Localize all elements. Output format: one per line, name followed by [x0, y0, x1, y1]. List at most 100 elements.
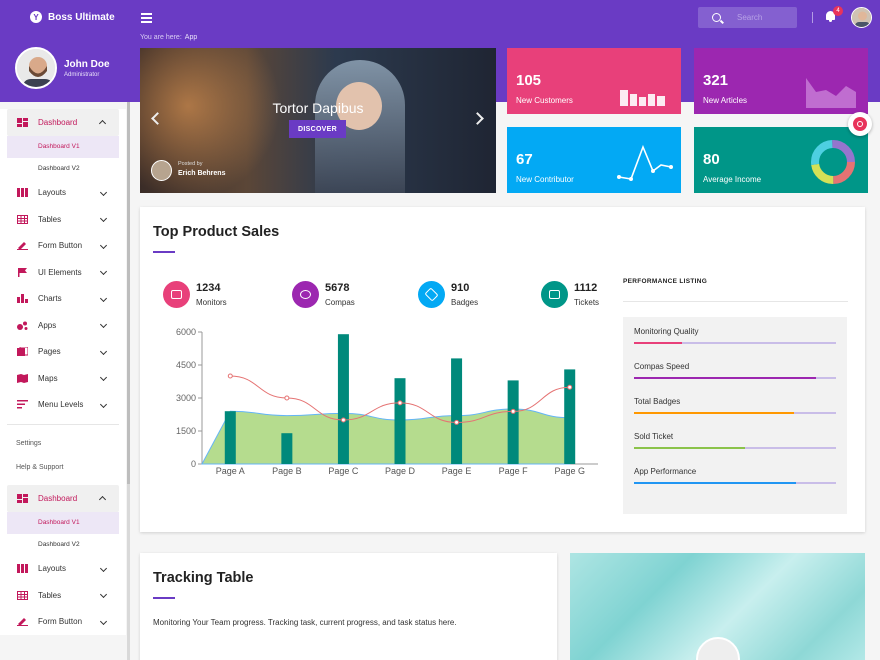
- scrollbar-thumb[interactable]: [127, 102, 130, 484]
- hero-title: Tortor Dapibus: [272, 100, 364, 116]
- sidebar-subitem[interactable]: Dashboard V1: [7, 511, 119, 534]
- sidebar-link-settings[interactable]: Settings: [16, 439, 42, 447]
- kpi-label: Compas: [325, 298, 355, 307]
- chevron-down-icon[interactable]: [99, 320, 108, 329]
- ticket-icon: [541, 281, 568, 308]
- brand-logo-icon: Y: [30, 11, 42, 23]
- bar: [564, 369, 576, 464]
- panel-title: Top Product Sales: [153, 224, 280, 240]
- performance-fill: [634, 482, 796, 484]
- line-point: [567, 384, 573, 390]
- stat-value: 321: [703, 72, 729, 89]
- sidebar-item[interactable]: UI Elements: [0, 259, 126, 286]
- performance-item: Compas Speed: [634, 362, 836, 379]
- chevron-down-icon[interactable]: [99, 564, 108, 572]
- chevron-down-icon[interactable]: [99, 294, 108, 302]
- chevron-down-icon[interactable]: [99, 373, 108, 382]
- performance-fill: [634, 342, 683, 344]
- discover-button[interactable]: DISCOVER: [289, 120, 346, 138]
- chevron-down-icon[interactable]: [99, 590, 108, 599]
- sidebar-item[interactable]: Form Button: [0, 233, 126, 260]
- sidebar-item[interactable]: Layouts: [0, 556, 126, 583]
- cover-avatar[interactable]: [696, 637, 740, 660]
- chevron-down-icon[interactable]: [99, 267, 108, 276]
- stat-card-average-income[interactable]: 80 Average Income: [694, 127, 868, 193]
- kpi-value: 5678: [325, 282, 350, 294]
- y-tick-label: 6000: [176, 327, 196, 337]
- stat-card-new-articles[interactable]: 321 New Articles: [694, 48, 868, 114]
- sidebar-subitem[interactable]: Dashboard V2: [38, 541, 80, 548]
- profile-cover-card: [570, 553, 865, 660]
- hero-carousel[interactable]: Tortor Dapibus DISCOVER Posted by Erich …: [140, 48, 496, 193]
- sidebar-item[interactable]: Pages: [0, 339, 126, 366]
- sidebar-item-label: Maps: [38, 373, 58, 383]
- layouts-icon: [17, 564, 28, 574]
- header-divider: [812, 12, 813, 23]
- user-avatar[interactable]: [851, 7, 872, 28]
- theme-palette-button[interactable]: [848, 112, 872, 136]
- x-tick-label: Page E: [442, 466, 472, 476]
- stat-value: 105: [516, 72, 542, 89]
- sidebar-item[interactable]: Maps: [0, 365, 126, 392]
- sales-chart: 0 1500 3000 4500 6000 Page A Page B Page C Page …: [176, 327, 598, 476]
- stat-label: Average Income: [703, 175, 762, 184]
- sidebar-link-help[interactable]: Help & Support: [16, 463, 64, 471]
- sidebar-item[interactable]: Tables: [0, 206, 126, 233]
- profile-role: Administrator: [64, 72, 100, 78]
- apps-icon: [17, 321, 28, 330]
- sidebar-item-label: Tables: [38, 214, 62, 224]
- chevron-down-icon[interactable]: [98, 495, 107, 504]
- sidebar-item[interactable]: Tables: [0, 582, 126, 609]
- brand[interactable]: Y Boss Ultimate: [30, 11, 115, 23]
- chevron-down-icon[interactable]: [99, 617, 108, 625]
- kpi-value: 1234: [196, 282, 221, 294]
- y-tick-label: 0: [191, 459, 196, 469]
- dashboard-icon: [17, 493, 28, 503]
- chevron-down-icon[interactable]: [99, 241, 108, 249]
- sidebar-item[interactable]: Apps: [0, 312, 126, 339]
- performance-list: Monitoring Quality Compas Speed Total Badg…: [623, 317, 847, 514]
- title-underline: [153, 597, 175, 599]
- stat-card-new-customers[interactable]: 105 New Customers: [507, 48, 681, 114]
- bar: [224, 411, 236, 464]
- y-tick-label: 4500: [176, 360, 196, 370]
- sidebar-subitem[interactable]: Dashboard V1: [7, 135, 119, 158]
- tracking-table-panel: Tracking Table Monitoring Your Team prog…: [140, 553, 557, 660]
- kpi-label: Badges: [451, 298, 479, 307]
- sidebar-nav: Dashboard Dashboard V1 Dashboard V2 Layouts…: [0, 109, 126, 635]
- notification-bell-icon[interactable]: [825, 11, 836, 23]
- mini-bar-chart-icon: [620, 90, 665, 106]
- sidebar-item[interactable]: Dashboard: [7, 485, 119, 512]
- sidebar-item[interactable]: Form Button: [0, 609, 126, 636]
- performance-label: Sold Ticket: [634, 432, 674, 441]
- sidebar-item[interactable]: Menu Levels: [0, 392, 126, 419]
- stat-card-new-contributor[interactable]: 67 New Contributor: [507, 127, 681, 193]
- stat-label: New Contributor: [516, 175, 574, 184]
- sidebar-scrollbar[interactable]: [127, 102, 130, 660]
- search-box[interactable]: [698, 7, 797, 28]
- x-tick-label: Page G: [554, 466, 585, 476]
- chevron-down-icon[interactable]: [99, 347, 108, 355]
- mini-donut-chart-icon: [811, 140, 855, 184]
- sidebar-item[interactable]: Charts: [0, 286, 126, 313]
- x-tick-label: Page B: [272, 466, 302, 476]
- chevron-down-icon[interactable]: [99, 214, 108, 223]
- sidebar-subitem[interactable]: Dashboard V2: [38, 165, 80, 172]
- sidebar-item-label: Pages: [38, 347, 61, 357]
- performance-fill: [634, 447, 746, 449]
- sidebar-item[interactable]: Layouts: [0, 180, 126, 207]
- breadcrumb-current[interactable]: App: [184, 34, 198, 41]
- form-button-icon: [17, 242, 28, 251]
- chevron-down-icon[interactable]: [99, 400, 108, 408]
- search-input[interactable]: [737, 13, 795, 22]
- mini-line-chart-icon: [617, 144, 673, 181]
- monitor-icon: [163, 281, 190, 308]
- menu-toggle-icon[interactable]: [141, 13, 152, 23]
- sidebar-item[interactable]: Dashboard: [7, 109, 119, 136]
- x-tick-label: Page C: [328, 466, 359, 476]
- profile-avatar[interactable]: [15, 47, 57, 89]
- top-product-sales-panel: Top Product Sales 1234 Monitors 5678 Com…: [140, 207, 865, 532]
- sidebar-item-label: UI Elements: [38, 267, 82, 277]
- chevron-down-icon[interactable]: [99, 188, 108, 196]
- chevron-down-icon[interactable]: [98, 119, 107, 128]
